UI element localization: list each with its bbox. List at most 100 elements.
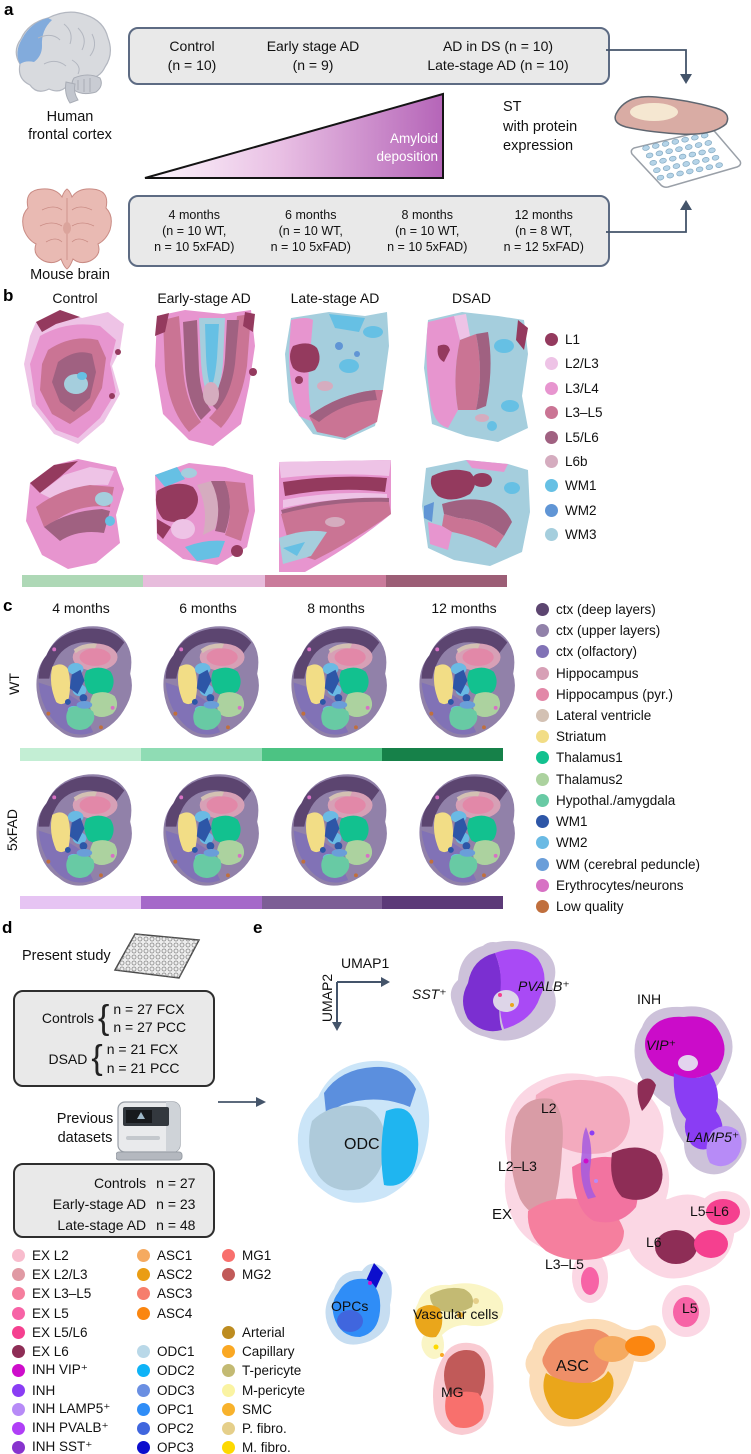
legend-swatch [137,1383,150,1397]
legend-swatch [545,478,558,492]
c-row-wt: WT [6,673,22,695]
b-bar-seg [385,575,507,587]
arrow-datasets-to-umap [218,1097,266,1107]
umap-label-inh: INH [637,991,662,1007]
brace: { [98,998,110,1037]
legend-item: WM3 [545,525,597,543]
fad-bar-seg [20,896,141,909]
legend-item: WM2 [536,833,588,851]
legend-swatch [545,503,558,517]
legend-item: INH LAMP5⁺ [12,1400,110,1418]
c-col-4mo: 4 months [52,600,110,616]
legend-swatch [536,793,549,807]
cluster-mg [433,1342,494,1435]
dsad-group: DSAD { n = 21 FCX n = 21 PCC [48,1039,180,1078]
prev-row-late: Late-stage AD n = 48 [57,1217,196,1233]
mouse-map-wt-8mo [280,620,392,742]
human-cohort-box: Control (n = 10) Early stage AD (n = 9) AD… [128,27,610,85]
legend-swatch [536,899,549,913]
legend-swatch [12,1440,25,1454]
sequencer-icon [116,1101,183,1161]
legend-item: Thalamus2 [536,770,623,788]
legend-item: L6b [545,452,588,470]
legend-item: INH SST⁺ [12,1438,92,1454]
legend-swatch [12,1286,25,1300]
cortex-map-control-2 [26,459,124,569]
spatial-slide-icon [614,95,742,188]
legend-swatch [222,1440,235,1454]
legend-swatch [536,835,549,849]
panel-d-label: d [2,918,13,937]
umap-label-opcs: OPCs [331,1298,369,1314]
legend-swatch [137,1306,150,1320]
legend-item: P. fibro. [222,1419,287,1437]
legend-item: ASC2 [137,1265,192,1283]
legend-swatch [545,527,558,541]
mouse-map-wt-12mo [408,620,520,742]
legend-item: ctx (upper layers) [536,621,660,639]
legend-swatch [137,1402,150,1416]
wt-bar-seg [261,748,383,761]
umap-label-l5l6: L5–L6 [690,1203,729,1219]
cluster-asc [525,1318,666,1427]
legend-item: Capillary [222,1342,295,1360]
legend-swatch [545,430,558,444]
legend-swatch [536,644,549,658]
c-col-6mo: 6 months [179,600,237,616]
legend-item: OPC3 [137,1438,194,1454]
legend-swatch [137,1344,150,1358]
b-col-dsad: DSAD [452,290,491,306]
legend-item: ASC1 [137,1246,192,1264]
brace: { [91,1039,103,1078]
cluster-ex [504,1073,750,1337]
cohort-4mo: 4 months (n = 10 WT, n = 10 5xFAD) [154,207,235,255]
legend-swatch [222,1363,235,1377]
legend-swatch [12,1306,25,1320]
legend-item: ctx (deep layers) [536,600,656,618]
legend-swatch [12,1402,25,1416]
legend-swatch [222,1344,235,1358]
legend-item: Hippocampus [536,664,639,682]
umap1-axis-label: UMAP1 [341,955,390,971]
well-plate-icon [113,933,201,979]
umap-label-sst: SST⁺ [412,986,447,1002]
cortex-map-early-2 [155,463,255,565]
mouse-map-wt-6mo [152,620,264,742]
legend-item: EX L3–L5 [12,1284,91,1302]
present-study-box: Controls { n = 27 FCX n = 27 PCC DSAD { n… [13,990,215,1087]
amyloid-label: Amyloid deposition [376,131,438,164]
umap-label-vip: VIP⁺ [646,1037,676,1053]
cluster-vascular [414,1283,504,1359]
wt-bar-seg [140,748,262,761]
legend-item: INH VIP⁺ [12,1361,88,1379]
cluster-sst-pvalb [450,940,556,1041]
legend-item: L5/L6 [545,428,599,446]
legend-item: EX L5 [12,1304,69,1322]
umap-label-pvalb: PVALB⁺ [518,978,570,994]
umap-label-ex: EX [492,1206,513,1223]
legend-swatch [222,1248,235,1262]
legend-item: INH [12,1381,55,1399]
legend-item: L1 [545,330,580,348]
legend-item: OPC2 [137,1419,194,1437]
legend-item: EX L2 [12,1246,69,1264]
legend-swatch [545,332,558,346]
cortex-map-late-1 [285,312,389,440]
umap-label-l3l5: L3–L5 [545,1256,584,1272]
cortex-map-late-2 [279,460,391,572]
b-bar-seg [22,575,144,587]
previous-datasets-box: Controls n = 27 Early-stage AD n = 23 Late… [13,1163,215,1238]
legend-swatch [12,1325,25,1339]
umap-label-odc: ODC [344,1136,380,1153]
legend-item: EX L2/L3 [12,1265,88,1283]
arrow-human-to-st [606,49,692,84]
legend-swatch [545,381,558,395]
cluster-odc [297,1060,430,1203]
legend-item: Hippocampus (pyr.) [536,685,673,703]
legend-item: ODC2 [137,1361,195,1379]
legend-item: WM1 [536,812,588,830]
legend-swatch [12,1363,25,1377]
present-study-label: Present study [22,948,111,964]
legend-swatch [12,1267,25,1281]
legend-swatch [536,857,549,871]
